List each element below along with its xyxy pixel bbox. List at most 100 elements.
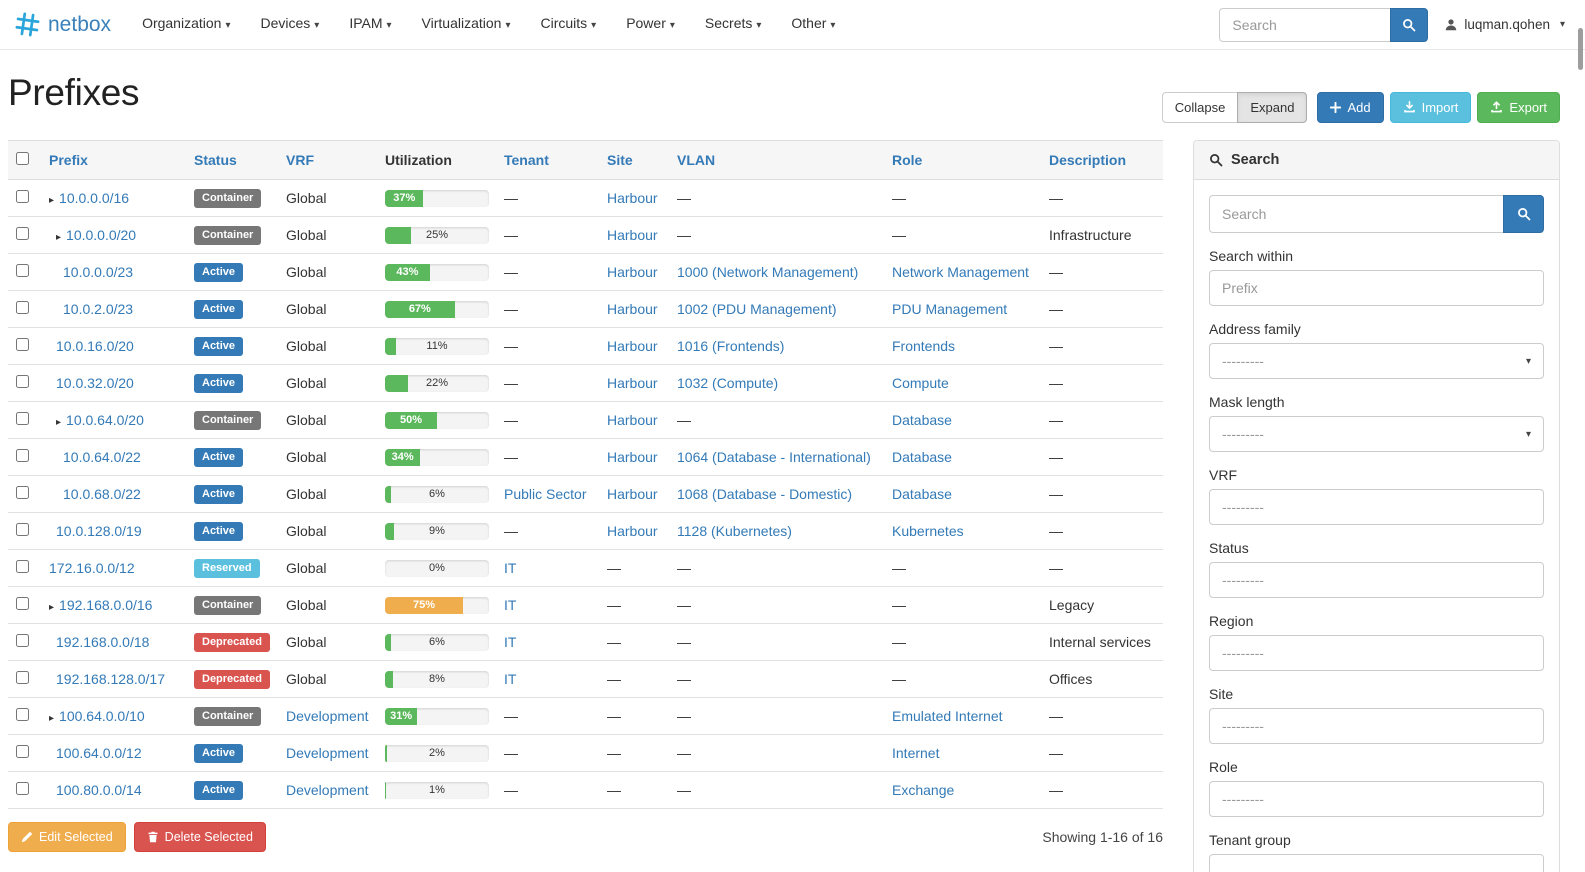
row-checkbox[interactable] [16,597,29,610]
row-checkbox[interactable] [16,782,29,795]
row-checkbox[interactable] [16,745,29,758]
site-link[interactable]: Harbour [607,190,658,206]
prefix-link[interactable]: 10.0.16.0/20 [56,338,134,354]
role-link[interactable]: Emulated Internet [892,708,1003,724]
filter-input-region[interactable] [1209,635,1544,671]
site-link[interactable]: Harbour [607,412,658,428]
site-link[interactable]: Harbour [607,264,658,280]
column-header-prefix[interactable]: Prefix [49,152,88,168]
nav-menu-other[interactable]: Other ▾ [776,0,850,50]
site-link[interactable]: Harbour [607,449,658,465]
row-checkbox[interactable] [16,227,29,240]
role-link[interactable]: Database [892,412,952,428]
row-checkbox[interactable] [16,634,29,647]
role-link[interactable]: Frontends [892,338,956,354]
import-button[interactable]: Import [1389,92,1472,123]
user-menu[interactable]: luqman.qohen ▾ [1444,17,1565,32]
nav-menu-ipam[interactable]: IPAM ▾ [334,0,406,50]
row-checkbox[interactable] [16,264,29,277]
delete-selected-button[interactable]: Delete Selected [133,822,266,852]
site-link[interactable]: Harbour [607,375,658,391]
role-link[interactable]: Network Management [892,264,1029,280]
prefix-link[interactable]: 10.0.64.0/20 [66,412,144,428]
row-checkbox[interactable] [16,412,29,425]
role-link[interactable]: Exchange [892,782,955,798]
prefix-link[interactable]: 172.16.0.0/12 [49,560,135,576]
prefix-link[interactable]: 10.0.64.0/22 [63,449,141,465]
column-header-tenant[interactable]: Tenant [504,152,549,168]
role-link[interactable]: Database [892,486,952,502]
prefix-link[interactable]: 10.0.0.0/16 [59,190,130,206]
vrf-link[interactable]: Development [286,782,369,798]
edit-selected-button[interactable]: Edit Selected [8,822,126,852]
scrollbar-thumb[interactable] [1578,28,1583,70]
select-all-checkbox[interactable] [16,152,29,165]
nav-menu-organization[interactable]: Organization ▾ [127,0,245,50]
vrf-link[interactable]: Development [286,708,369,724]
vlan-link[interactable]: 1064 (Database - International) [677,449,871,465]
row-checkbox[interactable] [16,375,29,388]
filter-search-input[interactable] [1209,195,1504,233]
column-header-description[interactable]: Description [1049,152,1127,168]
row-checkbox[interactable] [16,301,29,314]
add-button[interactable]: Add [1317,92,1384,123]
vlan-link[interactable]: 1032 (Compute) [677,375,779,391]
row-checkbox[interactable] [16,671,29,684]
netbox-logo[interactable]: netbox [14,11,111,38]
nav-menu-power[interactable]: Power ▾ [611,0,690,50]
row-checkbox[interactable] [16,486,29,499]
expand-button[interactable]: Expand [1237,92,1308,123]
nav-menu-secrets[interactable]: Secrets ▾ [690,0,777,50]
column-header-status[interactable]: Status [194,152,237,168]
filter-input-site[interactable] [1209,708,1544,744]
prefix-link[interactable]: 100.64.0.0/10 [59,708,145,724]
expand-toggle-icon[interactable]: ▸ [56,417,62,428]
role-link[interactable]: Compute [892,375,949,391]
row-checkbox[interactable] [16,449,29,462]
global-search-button[interactable] [1390,7,1429,42]
filter-select-address-family[interactable]: --------- ▾ [1209,343,1544,379]
expand-toggle-icon[interactable]: ▸ [56,232,62,243]
export-button[interactable]: Export [1477,92,1560,123]
vlan-link[interactable]: 1016 (Frontends) [677,338,785,354]
row-checkbox[interactable] [16,338,29,351]
column-header-site[interactable]: Site [607,152,633,168]
tenant-link[interactable]: IT [504,597,517,613]
expand-toggle-icon[interactable]: ▸ [49,713,55,724]
vlan-link[interactable]: 1128 (Kubernetes) [677,523,792,539]
role-link[interactable]: PDU Management [892,301,1008,317]
site-link[interactable]: Harbour [607,227,658,243]
role-link[interactable]: Kubernetes [892,523,964,539]
role-link[interactable]: Database [892,449,952,465]
prefix-link[interactable]: 192.168.0.0/16 [59,597,153,613]
filter-input-vrf[interactable] [1209,489,1544,525]
filter-select-mask-length[interactable]: --------- ▾ [1209,416,1544,452]
prefix-link[interactable]: 10.0.0.0/23 [63,264,134,280]
nav-menu-virtualization[interactable]: Virtualization ▾ [407,0,526,50]
tenant-link[interactable]: Public Sector [504,486,587,502]
tenant-link[interactable]: IT [504,560,517,576]
filter-search-button[interactable] [1503,195,1544,233]
column-header-vlan[interactable]: VLAN [677,152,716,168]
filter-input-role[interactable] [1209,781,1544,817]
nav-menu-circuits[interactable]: Circuits ▾ [525,0,611,50]
prefix-link[interactable]: 192.168.128.0/17 [56,671,165,687]
column-header-role[interactable]: Role [892,152,923,168]
expand-toggle-icon[interactable]: ▸ [49,195,55,206]
tenant-link[interactable]: IT [504,671,517,687]
prefix-link[interactable]: 192.168.0.0/18 [56,634,150,650]
site-link[interactable]: Harbour [607,523,658,539]
role-link[interactable]: Internet [892,745,940,761]
site-link[interactable]: Harbour [607,338,658,354]
global-search-input[interactable] [1219,7,1392,42]
prefix-link[interactable]: 10.0.0.0/20 [66,227,137,243]
tenant-link[interactable]: IT [504,634,517,650]
prefix-link[interactable]: 10.0.128.0/19 [56,523,142,539]
row-checkbox[interactable] [16,560,29,573]
prefix-link[interactable]: 100.64.0.0/12 [56,745,142,761]
column-header-vrf[interactable]: VRF [286,152,314,168]
site-link[interactable]: Harbour [607,301,658,317]
nav-menu-devices[interactable]: Devices ▾ [245,0,334,50]
collapse-button[interactable]: Collapse [1161,92,1239,123]
prefix-link[interactable]: 10.0.68.0/22 [63,486,141,502]
